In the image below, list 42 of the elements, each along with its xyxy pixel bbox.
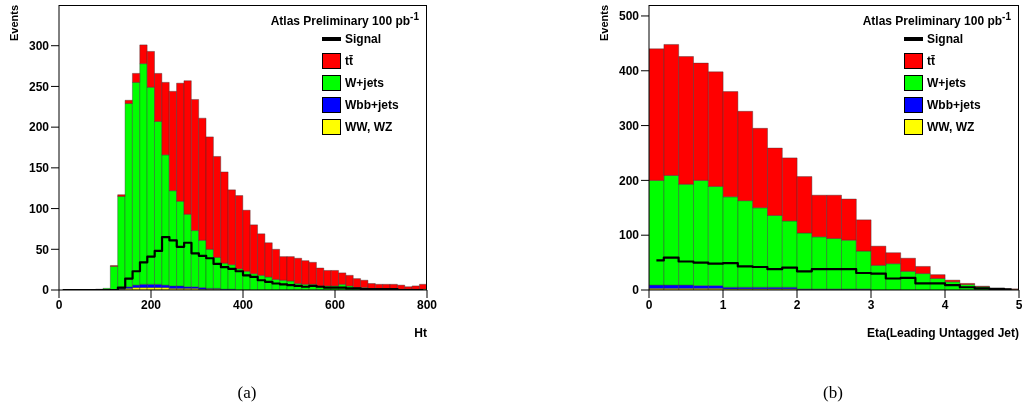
- x-axis-title: Ht: [414, 326, 427, 340]
- y-tick-label: 300: [618, 118, 640, 133]
- y-tick-label: 100: [28, 201, 50, 216]
- legend-label: W+jets: [927, 76, 967, 90]
- legend-label: tt̄: [927, 54, 935, 68]
- x-tick-label: 200: [140, 297, 162, 312]
- x-tick-label: 2: [793, 297, 801, 312]
- y-tick-label: 500: [618, 9, 640, 24]
- x-tick-label: 3: [867, 297, 875, 312]
- legend-label: Wbb+jets: [345, 98, 399, 112]
- x-tick-label: 0: [55, 297, 63, 312]
- x-tick-label: 5: [1015, 297, 1023, 312]
- y-axis-title: Events: [598, 5, 610, 44]
- x-tick-label: 800: [416, 297, 438, 312]
- legend-label: WW, WZ: [345, 120, 393, 134]
- y-tick-label: 50: [35, 242, 50, 257]
- y-tick-label: 100: [618, 228, 640, 243]
- y-tick-label: 0: [42, 283, 50, 298]
- x-tick-label: 600: [324, 297, 346, 312]
- y-axis-title: Events: [8, 5, 20, 44]
- x-tick-label: 4: [941, 297, 949, 312]
- legend-label: Signal: [345, 32, 382, 46]
- text: Atlas Preliminary 100 pb$^{-1}$: [270, 11, 419, 28]
- y-tick-label: 200: [618, 173, 640, 188]
- y-tick-label: 150: [28, 161, 50, 176]
- text: Atlas Preliminary 100 pb$^{-1}$: [862, 11, 1011, 28]
- x-tick-label: 400: [232, 297, 254, 312]
- y-tick-label: 400: [618, 64, 640, 79]
- x-axis-title: Eta(Leading Untagged Jet): [866, 326, 1019, 340]
- legend-label: WW, WZ: [927, 120, 975, 134]
- y-tick-label: 0: [632, 283, 640, 298]
- legend-label: Wbb+jets: [927, 98, 981, 112]
- legend-label: W+jets: [345, 76, 385, 90]
- y-tick-label: 250: [28, 79, 50, 94]
- legend-label: tt̄: [345, 54, 353, 68]
- x-tick-label: 1: [719, 297, 727, 312]
- text: (b): [822, 383, 844, 403]
- text: (a): [236, 383, 258, 403]
- y-tick-label: 300: [28, 38, 50, 53]
- legend-label: Signal: [927, 32, 964, 46]
- y-tick-label: 200: [28, 120, 50, 135]
- x-tick-label: 0: [645, 297, 653, 312]
